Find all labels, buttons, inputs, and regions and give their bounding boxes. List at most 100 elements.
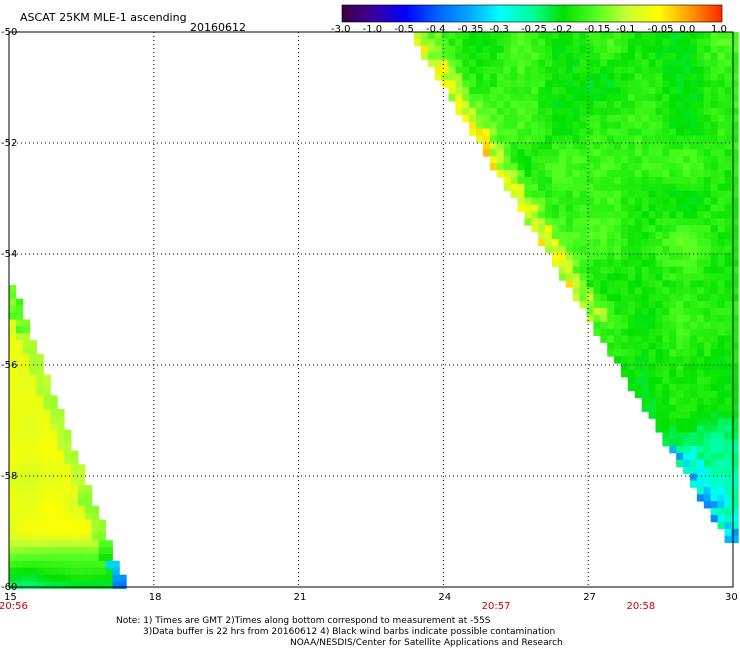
swath-pixel	[84, 526, 93, 534]
swath-pixel	[676, 128, 684, 136]
swath-pixel	[676, 459, 684, 468]
swath-pixel	[731, 101, 739, 109]
swath-pixel	[579, 259, 587, 267]
swath-pixel	[696, 390, 705, 399]
swath-pixel	[469, 107, 477, 116]
swath-pixel	[9, 560, 17, 569]
swath-pixel	[593, 121, 601, 129]
swath-pixel	[579, 149, 587, 157]
swath-pixel	[593, 218, 601, 226]
swath-pixel	[641, 114, 649, 123]
swath-pixel	[703, 383, 712, 392]
swath-pixel	[15, 367, 24, 375]
swath-pixel	[64, 505, 72, 513]
swath-pixel	[15, 519, 24, 527]
swath-pixel	[641, 87, 649, 95]
swath-pixel	[627, 218, 636, 226]
swath-pixel	[634, 273, 643, 281]
swath-pixel	[621, 52, 629, 60]
swath-pixel	[579, 114, 587, 123]
swath-pixel	[627, 225, 636, 233]
swath-pixel	[717, 273, 725, 281]
swath-pixel	[703, 432, 712, 440]
swath-pixel	[676, 32, 684, 40]
swath-pixel	[690, 107, 698, 116]
colorbar-tick-label: -0.2	[552, 24, 573, 35]
swath-pixel	[78, 478, 86, 486]
swath-pixel	[22, 498, 31, 507]
swath-pixel	[731, 301, 739, 309]
swath-pixel	[607, 52, 615, 60]
swath-pixel	[731, 80, 739, 88]
swath-pixel	[731, 163, 739, 171]
swath-pixel	[9, 284, 17, 293]
swath-pixel	[690, 211, 698, 219]
swath-pixel	[710, 370, 718, 378]
swath-pixel	[552, 73, 560, 81]
swath-pixel	[662, 245, 670, 254]
swath-pixel	[503, 114, 511, 123]
swath-pixel	[545, 183, 553, 192]
swath-pixel	[78, 519, 86, 527]
swath-pixel	[558, 259, 567, 267]
swath-pixel	[655, 259, 663, 267]
swath-pixel	[669, 370, 677, 378]
swath-pixel	[648, 218, 656, 226]
swath-pixel	[22, 443, 31, 451]
swath-pixel	[71, 533, 79, 541]
swath-pixel	[600, 176, 608, 185]
swath-pixel	[538, 101, 546, 109]
swath-pixel	[517, 183, 525, 192]
swath-pixel	[545, 170, 553, 178]
swath-pixel	[669, 176, 677, 185]
swath-pixel	[579, 163, 587, 171]
swath-pixel	[683, 273, 691, 281]
swath-pixel	[57, 512, 65, 520]
swath-pixel	[641, 94, 649, 102]
swath-pixel	[586, 142, 594, 150]
swath-pixel	[710, 452, 718, 461]
swath-pixel	[731, 363, 739, 371]
swath-pixel	[84, 581, 93, 589]
swath-pixel	[579, 66, 587, 74]
swath-pixel	[641, 342, 649, 350]
swath-pixel	[696, 121, 705, 129]
swath-pixel	[607, 87, 615, 95]
swath-pixel	[105, 560, 113, 569]
swath-pixel	[696, 328, 705, 336]
swath-pixel	[731, 190, 739, 198]
swath-pixel	[15, 429, 24, 438]
swath-pixel	[607, 45, 615, 54]
swath-pixel	[36, 388, 44, 396]
swath-pixel	[669, 349, 677, 357]
swath-pixel	[22, 450, 31, 458]
swath-pixel	[545, 121, 553, 129]
swath-pixel	[496, 142, 505, 150]
swath-pixel	[662, 232, 670, 240]
swath-pixel	[29, 560, 37, 569]
swath-pixel	[50, 554, 58, 562]
swath-pixel	[538, 211, 546, 219]
swath-pixel	[662, 94, 670, 102]
swath-pixel	[64, 450, 72, 458]
swath-pixel	[717, 176, 725, 185]
swath-pixel	[524, 135, 532, 143]
swath-pixel	[441, 59, 449, 67]
swath-pixel	[15, 450, 24, 458]
swath-pixel	[662, 197, 670, 205]
swath-pixel	[641, 287, 649, 295]
swath-pixel	[15, 333, 24, 341]
latitude-label: -54	[1, 249, 18, 260]
swath-pixel	[558, 163, 567, 171]
swath-pixel	[538, 218, 546, 226]
swath-pixel	[703, 183, 712, 192]
swath-pixel	[676, 280, 684, 288]
swath-pixel	[483, 114, 491, 123]
swath-pixel	[524, 156, 532, 164]
swath-pixel	[648, 121, 656, 129]
swath-pixel	[717, 38, 725, 47]
swath-pixel	[483, 32, 491, 40]
swath-pixel	[586, 197, 594, 205]
swath-pixel	[641, 294, 649, 302]
swath-pixel	[655, 363, 663, 371]
